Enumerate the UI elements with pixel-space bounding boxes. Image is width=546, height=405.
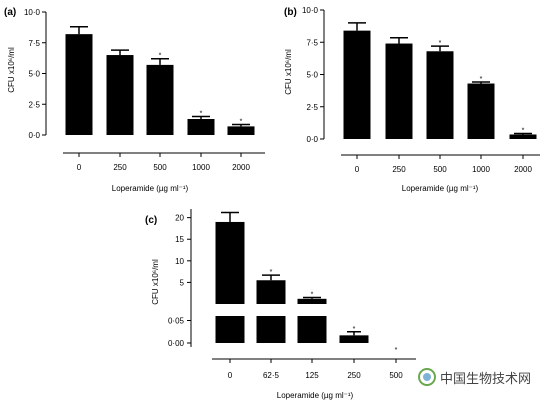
panel-b-significance-mark: * <box>439 40 442 47</box>
panel-c-label: (c) <box>145 215 157 226</box>
panel-b-y-tick-label: 2·5 <box>306 103 318 112</box>
panel-c-x-tick-label: 250 <box>347 371 361 380</box>
panel-b-x-tick-label: 500 <box>433 165 447 174</box>
panel-a-bar <box>227 126 255 135</box>
panel-b-bar <box>509 134 537 139</box>
panel-b-bar <box>385 43 413 139</box>
panel-b: (b) CFU x10⁶/ml Loperamide (µg ml⁻¹) 0·0… <box>284 6 540 193</box>
panel-a-bar <box>106 55 134 135</box>
panel-a-y-tick-label: 10·0 <box>24 8 41 17</box>
panel-c-y-tick-label-upper: 5 <box>180 278 185 287</box>
panel-a-ylabel: CFU x10⁶/ml <box>7 47 16 93</box>
panel-a-x-tick-label: 250 <box>113 163 127 172</box>
panel-a-x-tick-label: 1000 <box>192 163 210 172</box>
panel-b-x-tick-label: 2000 <box>514 165 532 174</box>
watermark-text: 中国生物技术网 <box>440 371 532 387</box>
panel-c-significance-mark: * <box>311 292 314 299</box>
panel-c-significance-mark: * <box>353 326 356 333</box>
panel-a-x-tick-label: 2000 <box>232 163 250 172</box>
panel-a-significance-mark: * <box>200 111 203 118</box>
panel-a-significance-mark: * <box>159 53 162 60</box>
panel-b-y-tick-label: 0·0 <box>306 135 318 144</box>
biotech-net-logo-icon <box>418 368 436 386</box>
panel-c-bar-upper <box>215 221 245 304</box>
panel-a-y-tick-label: 5·0 <box>28 70 40 79</box>
panel-c-bar-upper <box>297 298 327 304</box>
panel-a-significance-mark: * <box>240 119 243 126</box>
panel-a-xlabel: Loperamide (µg ml⁻¹) <box>112 184 189 193</box>
panel-c-bar-lower <box>256 316 286 343</box>
panel-c: (c) CFU x10⁶/ml Loperamide (µg ml⁻¹) 5 10… <box>145 209 416 400</box>
panel-a-y-tick-label: 2·5 <box>28 100 40 109</box>
panel-c-ylabel: CFU x10⁶/ml <box>151 259 160 305</box>
panel-b-bar <box>343 30 371 139</box>
panel-b-x-tick-label: 0 <box>355 165 360 174</box>
watermark: 中国生物技术网 <box>418 365 531 389</box>
panel-b-bar <box>467 83 495 139</box>
panel-b-significance-mark: * <box>522 127 525 134</box>
panel-c-y-tick-label-upper: 15 <box>175 235 184 244</box>
panel-b-ylabel: CFU x10⁶/ml <box>284 49 293 95</box>
panel-b-y-tick-label: 5·0 <box>306 71 318 80</box>
panel-a: (a) CFU x10⁶/ml Loperamide (µg ml⁻¹) 0·0… <box>4 7 265 193</box>
panel-c-x-tick-label: 125 <box>305 371 319 380</box>
panel-c-y-tick-label-lower: 0·00 <box>168 339 185 348</box>
panel-b-label: (b) <box>284 7 297 18</box>
panel-a-x-tick-label: 500 <box>153 163 167 172</box>
panel-c-bar-lower <box>339 335 369 343</box>
panel-c-y-tick-label-upper: 20 <box>175 214 184 223</box>
panel-c-xlabel: Loperamide (µg ml⁻¹) <box>277 391 354 400</box>
panel-c-bar-lower <box>215 316 245 343</box>
panel-b-significance-mark: * <box>480 76 483 83</box>
panel-c-x-tick-label: 62·5 <box>263 371 280 380</box>
panel-b-y-tick-label: 7·5 <box>306 38 318 47</box>
panel-b-y-tick-label: 10·0 <box>302 6 319 15</box>
panel-c-bar-lower <box>297 316 327 343</box>
panel-b-bar <box>426 51 454 139</box>
panel-c-bar-upper <box>256 280 286 304</box>
panel-b-x-tick-label: 250 <box>392 165 406 174</box>
panel-c-significance-mark: * <box>270 269 273 276</box>
panel-a-bar <box>65 34 93 135</box>
panel-a-y-tick-label: 7·5 <box>28 39 40 48</box>
panel-a-bar <box>146 64 174 135</box>
panel-b-x-tick-label: 1000 <box>472 165 490 174</box>
panel-c-x-tick-label: 500 <box>389 371 403 380</box>
panel-a-y-tick-label: 0·0 <box>28 131 40 140</box>
panel-c-y-tick-label-lower: 0·05 <box>168 317 185 326</box>
panel-a-x-tick-label: 0 <box>77 163 82 172</box>
panel-c-y-tick-label-upper: 10 <box>175 257 184 266</box>
panel-c-significance-mark: * <box>395 347 398 354</box>
panel-c-x-tick-label: 0 <box>228 371 233 380</box>
panel-b-xlabel: Loperamide (µg ml⁻¹) <box>402 184 479 193</box>
panel-a-label: (a) <box>4 7 16 18</box>
panel-a-bar <box>187 119 215 135</box>
